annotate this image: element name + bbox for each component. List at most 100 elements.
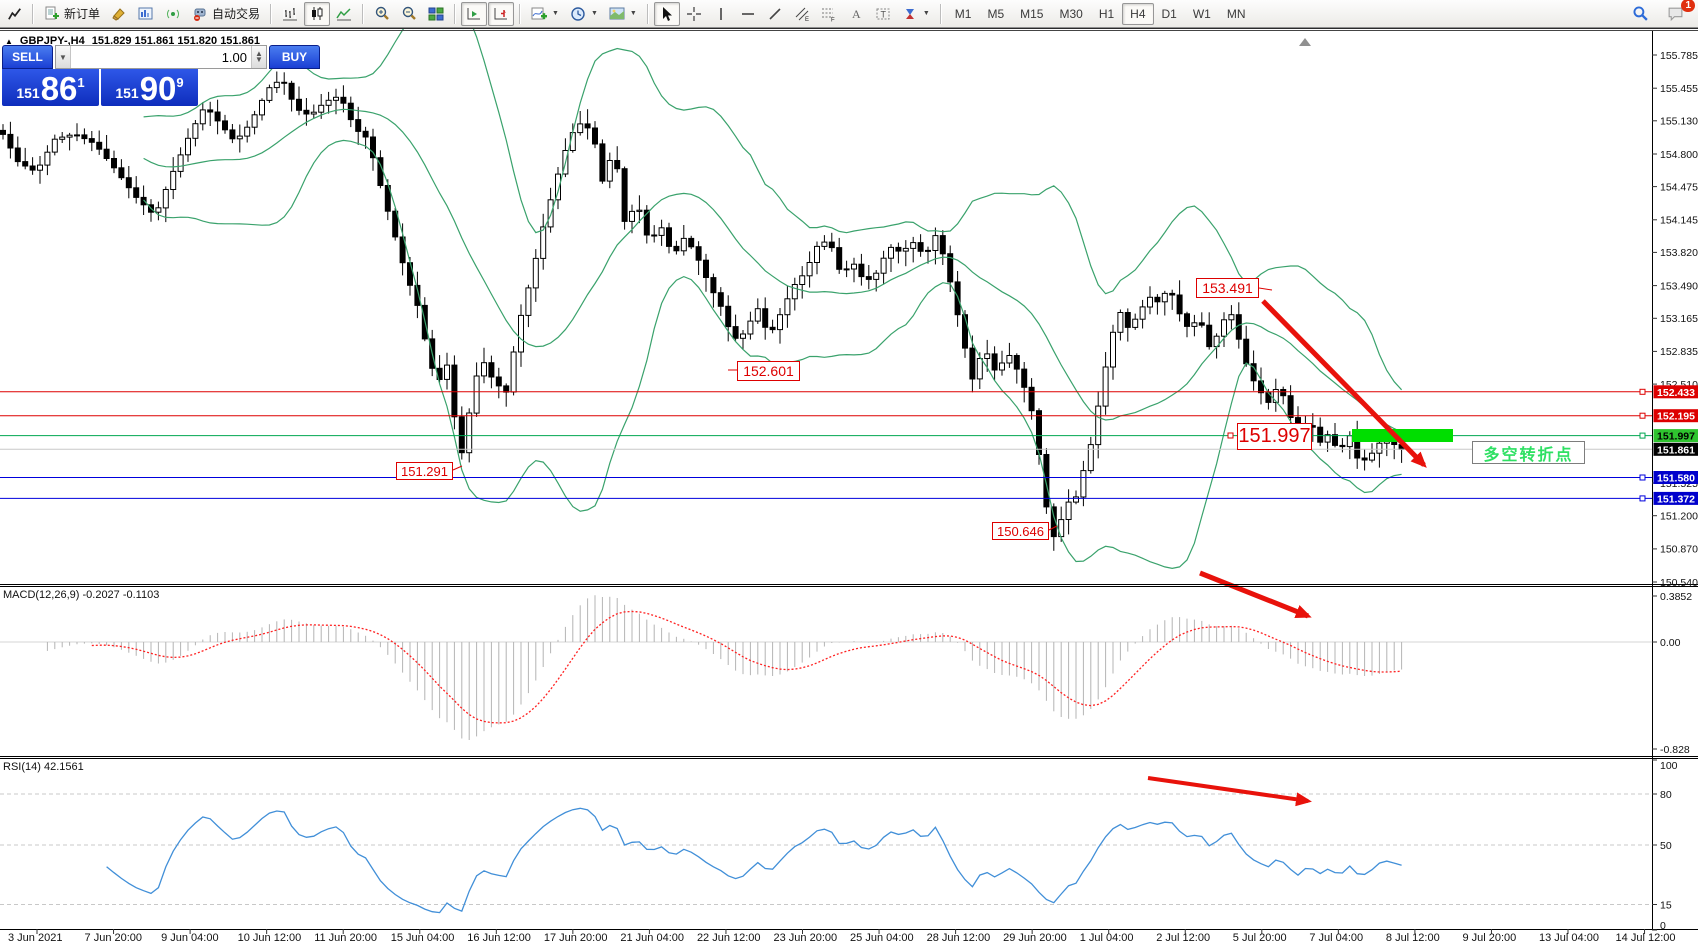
- price-label-152601[interactable]: 152.601: [737, 361, 800, 381]
- candle-bull: [245, 127, 250, 136]
- new-order-button[interactable]: 新订单: [39, 2, 105, 26]
- candle-bear: [1044, 455, 1049, 507]
- market-watch-icon: [138, 6, 154, 22]
- tile-windows-icon: [428, 6, 444, 22]
- candle-bull: [526, 288, 531, 316]
- crosshair-tool-button[interactable]: [681, 2, 707, 26]
- hline-tool-button[interactable]: [735, 2, 761, 26]
- candle-bull: [178, 155, 183, 172]
- volume-up-down-buttons[interactable]: ▲▼: [251, 46, 266, 68]
- notifications-button[interactable]: 1: [1662, 2, 1689, 26]
- buy-price-display[interactable]: 151 90 9: [101, 69, 198, 106]
- rsi-axis-label: 100: [1660, 760, 1678, 772]
- channel-tool-button[interactable]: E: [789, 2, 815, 26]
- timeframe-D1[interactable]: D1: [1154, 3, 1185, 25]
- vertical-line-icon: [713, 6, 729, 22]
- volume-down-button[interactable]: ▼: [56, 46, 71, 68]
- candlestick-mode-button[interactable]: [304, 2, 330, 26]
- chart-shift-button[interactable]: [488, 2, 514, 26]
- zoom-in-icon: [374, 6, 390, 22]
- scroll-marker-icon: [1299, 38, 1311, 46]
- periods-dropdown-caret[interactable]: ▼: [591, 10, 598, 17]
- candle-bull: [482, 363, 487, 376]
- timeframe-M5[interactable]: M5: [979, 3, 1012, 25]
- candle-bull: [1133, 319, 1138, 327]
- level-line-handle[interactable]: [1640, 389, 1645, 394]
- timeframe-H1[interactable]: H1: [1091, 3, 1122, 25]
- clock-icon: [570, 6, 586, 22]
- tile-windows-button[interactable]: [423, 2, 449, 26]
- shapes-icon: [902, 6, 918, 22]
- text-tool-button[interactable]: A: [843, 2, 869, 26]
- trend-arrow-2[interactable]: [1200, 573, 1308, 616]
- timeframe-W1[interactable]: W1: [1185, 3, 1219, 25]
- svg-text:A: A: [852, 7, 861, 21]
- bar-chart-mode-button[interactable]: [277, 2, 303, 26]
- price-label-150646[interactable]: 150.646: [992, 522, 1049, 540]
- timeframe-M1[interactable]: M1: [947, 3, 980, 25]
- price-label-151997[interactable]: 151.997: [1237, 423, 1312, 450]
- macd-signal-line: [92, 612, 1402, 723]
- candle-bull: [977, 359, 982, 379]
- price-label-151291[interactable]: 151.291: [396, 462, 453, 480]
- market-watch-button[interactable]: [133, 2, 159, 26]
- zoom-in-button[interactable]: [369, 2, 395, 26]
- candle-bull: [822, 242, 827, 246]
- price-tick-label: 155.455: [1660, 83, 1698, 95]
- timeframe-H4[interactable]: H4: [1122, 3, 1153, 25]
- periods-button[interactable]: ▼: [565, 2, 603, 26]
- eraser-button[interactable]: [106, 2, 132, 26]
- volume-input[interactable]: [71, 46, 251, 68]
- price-label-153491[interactable]: 153.491: [1196, 278, 1259, 298]
- annotation-turning-point[interactable]: 多空转折点: [1472, 441, 1585, 464]
- candle-bear: [1340, 445, 1345, 446]
- price-tick-label: 153.165: [1660, 313, 1698, 325]
- indicators-dropdown-caret[interactable]: ▼: [552, 10, 559, 17]
- level-line-handle[interactable]: [1640, 475, 1645, 480]
- candle-bear: [1244, 339, 1249, 364]
- fibonacci-tool-button[interactable]: F: [816, 2, 842, 26]
- candle-bull: [755, 309, 760, 321]
- trend-arrow-3[interactable]: [1148, 778, 1308, 801]
- candle-bear: [496, 377, 501, 386]
- vline-tool-button[interactable]: [708, 2, 734, 26]
- signal-button[interactable]: [160, 2, 186, 26]
- timeframe-M15[interactable]: M15: [1012, 3, 1051, 25]
- chart-plot[interactable]: 155.785155.455155.130154.800154.475154.1…: [0, 29, 1698, 942]
- buy-button[interactable]: BUY: [269, 45, 320, 69]
- arrows-dropdown-caret[interactable]: ▼: [923, 10, 930, 17]
- candle-bear: [104, 149, 109, 158]
- bollinger-bands-group: [144, 29, 1402, 568]
- label-tool-button[interactable]: T: [870, 2, 896, 26]
- line-chart-mode-button[interactable]: [331, 2, 357, 26]
- cursor-tool-button[interactable]: [654, 2, 680, 26]
- level-line-handle[interactable]: [1640, 413, 1645, 418]
- trendline-tool-button[interactable]: [762, 2, 788, 26]
- candle-bull: [778, 315, 783, 330]
- candle-bear: [992, 354, 997, 370]
- search-button[interactable]: [1627, 2, 1654, 26]
- candle-bull: [1229, 315, 1234, 320]
- templates-button[interactable]: ▼: [604, 2, 642, 26]
- line-chart-icon: [336, 6, 352, 22]
- candle-bear: [970, 348, 975, 379]
- arrows-tool-button[interactable]: ▼: [897, 2, 935, 26]
- sell-button[interactable]: SELL: [2, 45, 53, 69]
- price-badge-text: 151.861: [1657, 444, 1695, 456]
- rsi-indicator-label: RSI(14) 42.1561: [3, 761, 84, 773]
- sell-price-display[interactable]: 151 86 1: [2, 69, 99, 106]
- zoom-out-button[interactable]: [396, 2, 422, 26]
- level-line-handle[interactable]: [1640, 496, 1645, 501]
- autotrade-button[interactable]: 自动交易: [187, 2, 265, 26]
- timeframe-MN[interactable]: MN: [1219, 3, 1254, 25]
- candle-bear: [504, 386, 509, 392]
- macd-indicator-label: MACD(12,26,9) -0.2027 -0.1103: [3, 589, 159, 601]
- indicators-button[interactable]: ▼: [526, 2, 564, 26]
- templates-dropdown-caret[interactable]: ▼: [630, 10, 637, 17]
- level-line-handle[interactable]: [1640, 433, 1645, 438]
- auto-scroll-button[interactable]: [461, 2, 487, 26]
- candle-bear: [341, 97, 346, 103]
- timeframe-M30[interactable]: M30: [1051, 3, 1090, 25]
- volume-down-arrow-icon[interactable]: ▼: [255, 57, 263, 63]
